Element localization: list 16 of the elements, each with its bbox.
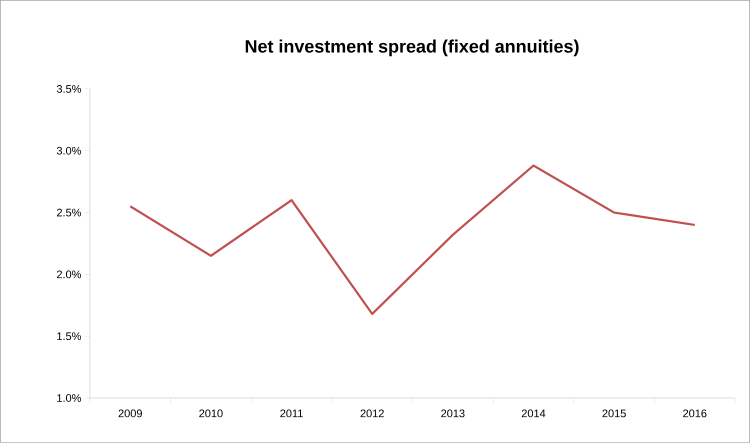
x-tick-label: 2010 xyxy=(199,410,223,418)
y-tick-label: 1.0% xyxy=(57,394,82,402)
x-tick-label: 2015 xyxy=(602,410,626,418)
y-tick-label: 1.5% xyxy=(57,332,82,340)
x-tick-label: 2011 xyxy=(280,410,303,418)
y-tick-label: 2.0% xyxy=(56,270,82,278)
y-tick-label: 3.0% xyxy=(56,146,82,155)
x-tick-label: 2012 xyxy=(360,410,384,418)
x-tick-label: 2013 xyxy=(441,410,465,418)
x-tick-label: 2014 xyxy=(522,410,546,418)
y-tick-label: 2.5% xyxy=(56,208,82,216)
y-tick-label: 3.5% xyxy=(56,85,82,93)
line-series xyxy=(129,164,696,316)
x-tick-label: 2009 xyxy=(118,410,142,418)
x-tick-label: 2016 xyxy=(683,410,706,418)
chart-title: Net investment spread (fixed annuities) xyxy=(246,40,579,56)
